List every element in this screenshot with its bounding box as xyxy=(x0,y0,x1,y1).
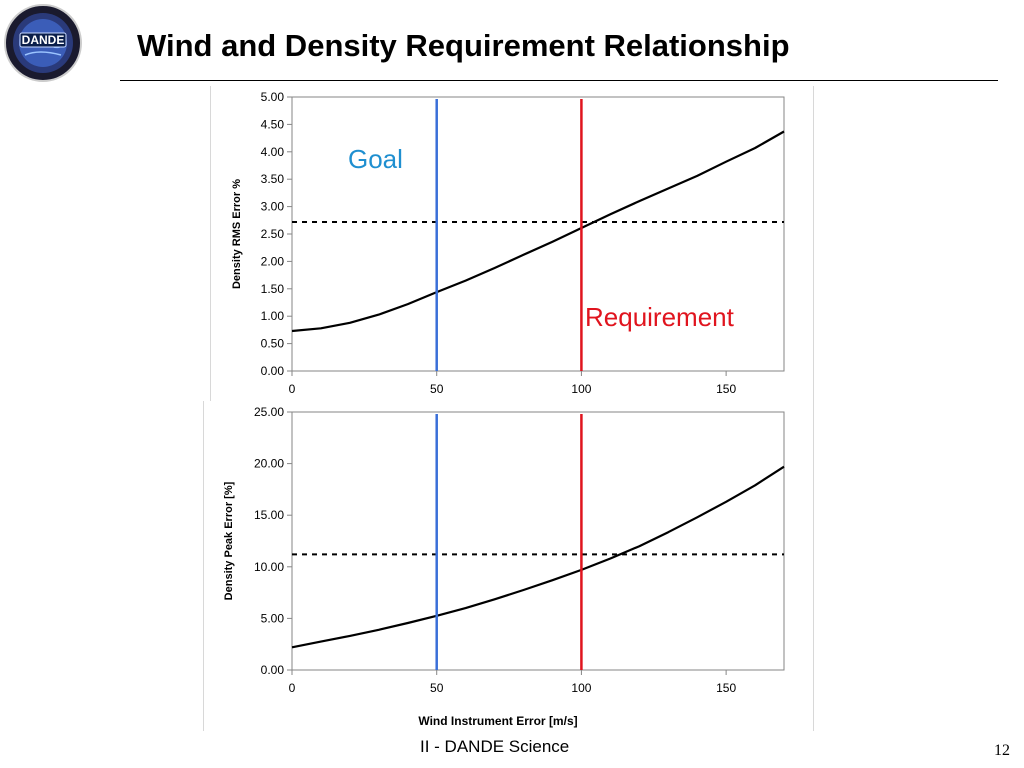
slide-title: Wind and Density Requirement Relationshi… xyxy=(137,28,790,63)
page-number: 12 xyxy=(994,742,1010,759)
logo-text: DANDE xyxy=(22,33,65,47)
footer-text: II - DANDE Science xyxy=(420,737,570,756)
dande-logo: DANDE xyxy=(3,3,83,83)
density-rms-chart-panel xyxy=(210,86,814,401)
title-divider xyxy=(120,80,998,81)
density-peak-chart-panel xyxy=(203,401,814,731)
